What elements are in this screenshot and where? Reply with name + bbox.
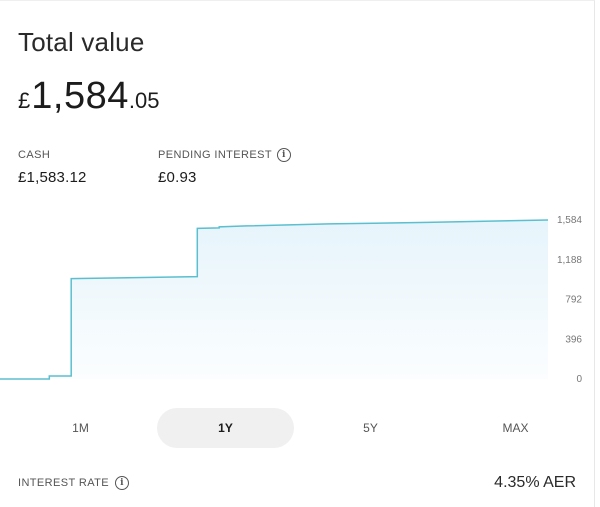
range-tab-max[interactable]: MAX (502, 421, 529, 435)
total-decimal: .05 (128, 88, 160, 113)
interest-rate-value: 4.35% AER (494, 474, 576, 491)
pending-interest-label-row: PENDING INTEREST i (158, 147, 291, 163)
range-tab-1m[interactable]: 1M (72, 421, 89, 435)
info-icon[interactable]: i (276, 148, 291, 162)
y-tick-label: 0 (576, 374, 582, 385)
value-chart[interactable]: 1,584 1,188 792 396 0 (0, 201, 595, 396)
info-icon[interactable]: i (114, 476, 129, 490)
interest-rate-label: INTEREST RATE (18, 477, 109, 489)
y-tick-label: 1,584 (557, 215, 582, 226)
chart-series-line (0, 219, 549, 380)
pending-interest-value: £0.93 (158, 169, 197, 186)
range-tab-5y[interactable]: 5Y (363, 421, 378, 435)
interest-rate-label-row: INTEREST RATE i (18, 476, 129, 490)
total-currency: £ (18, 88, 31, 113)
interest-rate-row: INTEREST RATE i 4.35% AER (18, 467, 576, 499)
y-tick-label: 1,188 (557, 255, 582, 266)
pending-interest-label: PENDING INTEREST (158, 149, 272, 161)
value-chart-svg: 1,584 1,188 792 396 0 (0, 215, 582, 385)
range-tab-1y[interactable]: 1Y (157, 408, 294, 448)
total-main: 1,584 (31, 75, 129, 117)
pending-interest-stat: PENDING INTEREST i £0.93 (158, 147, 291, 186)
cash-stat: CASH £1,583.12 (18, 147, 87, 186)
cash-label: CASH (18, 149, 51, 161)
cash-value: £1,583.12 (18, 169, 87, 186)
chart-area-fill (0, 220, 548, 379)
card-title: Total value (18, 27, 145, 57)
total-value: £ 1,584 .05 (18, 75, 159, 121)
y-tick-label: 792 (565, 295, 582, 306)
y-tick-label: 396 (565, 334, 582, 345)
range-tabs: 1M 1Y 5Y MAX (8, 408, 588, 448)
